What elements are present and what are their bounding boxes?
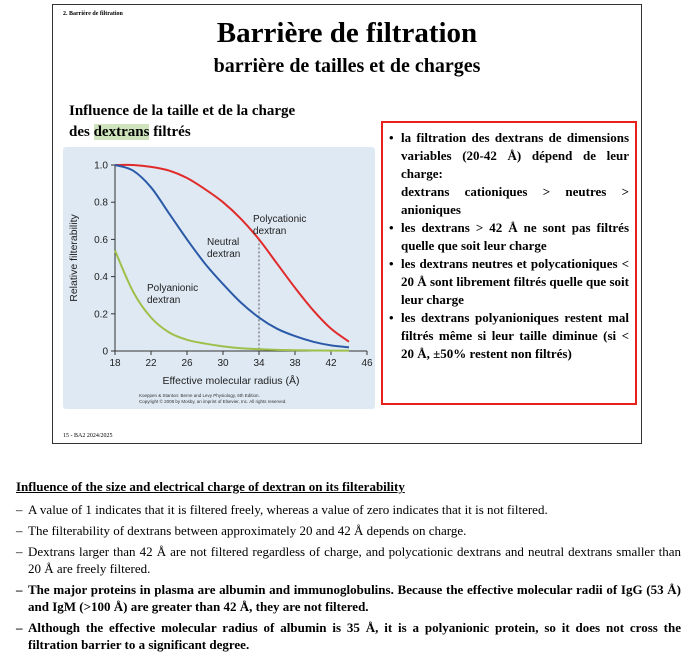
series-line-2 [114, 250, 350, 352]
dash-icon: – [16, 502, 23, 517]
slide-title: Barrière de filtration [216, 17, 478, 49]
series-annotation: Neutral [207, 237, 239, 248]
series-line-1 [114, 164, 350, 349]
y-tick-label: 0 [102, 347, 108, 358]
summary-item: les dextrans > 42 Å ne sont pas filtrés … [389, 219, 629, 255]
summary-item: les dextrans polyanioniques restent mal … [389, 309, 629, 363]
chart-credit-line2: Copyright © 2008 by Mosby, an imprint of… [139, 399, 287, 404]
dash-icon: – [16, 544, 23, 559]
slide-footer: 15 - BA2 2024/2025 [63, 433, 113, 439]
summary-item: les dextrans neutres et polycationiques … [389, 255, 629, 309]
y-tick-label: 0.2 [94, 309, 108, 320]
influence-highlight: dextrans [93, 124, 150, 140]
notes-item-text: A value of 1 indicates that it is filter… [28, 502, 548, 517]
summary-list: la filtration des dextrans de dimensions… [389, 129, 629, 363]
x-tick-label: 42 [325, 358, 337, 369]
influence-heading: Influence de la taille et de la charge d… [69, 101, 295, 143]
notes-item-text: Although the effective molecular radius … [28, 620, 681, 652]
dash-icon: – [16, 620, 23, 635]
x-tick-label: 30 [217, 358, 229, 369]
x-tick-label: 22 [145, 358, 157, 369]
summary-item-text: la filtration des dextrans de dimensions… [401, 130, 629, 181]
dash-icon: – [16, 523, 23, 538]
x-tick-label: 38 [289, 358, 301, 369]
notes-item-text: The filterability of dextrans between ap… [28, 523, 467, 538]
chart-credit: Koeppen & Stanton: Berne and Levy Physio… [139, 393, 319, 405]
x-tick-label: 26 [181, 358, 193, 369]
notes-item: – The major proteins in plasma are albumi… [16, 581, 681, 615]
chart-credit-line1: Koeppen & Stanton: Berne and Levy Physio… [139, 393, 260, 398]
summary-item-text: les dextrans polyanioniques restent mal … [401, 310, 629, 361]
summary-box: la filtration des dextrans de dimensions… [381, 121, 637, 405]
y-tick-label: 0.4 [94, 272, 108, 283]
notes-item: – A value of 1 indicates that it is filte… [16, 501, 681, 518]
influence-pre: des [69, 124, 94, 140]
slide-tag: 2. Barrière de filtration [63, 11, 123, 17]
x-tick-label: 34 [253, 358, 265, 369]
slide-subtitle: barrière de tailles et de charges [213, 55, 481, 77]
notes-item-text: Dextrans larger than 42 Å are not filter… [28, 544, 681, 576]
filterability-chart: 18 22 26 30 34 38 42 46 0 0.2 0.4 0.6 0.8 1.0 Effectiv… [63, 147, 375, 409]
dash-icon: – [16, 582, 23, 597]
notes-section: Influence of the size and electrical cha… [16, 478, 681, 657]
series-annotation: dextran [253, 226, 286, 237]
summary-item-sub: dextrans cationiques > neutres > anioniq… [401, 184, 629, 217]
series-line-0 [114, 163, 350, 343]
influence-line1: Influence de la taille et de la charge [69, 103, 296, 119]
summary-item-text: les dextrans > 42 Å ne sont pas filtrés … [401, 220, 629, 253]
influence-post: filtrés [149, 124, 191, 140]
series-annotation: dextran [207, 249, 240, 260]
y-tick-label: 0.8 [94, 198, 108, 209]
y-axis-label: Relative filterability [68, 213, 80, 301]
series-annotation: dextran [147, 295, 180, 306]
x-tick-label: 46 [361, 358, 373, 369]
y-tick-label: 1.0 [94, 161, 108, 172]
summary-item: la filtration des dextrans de dimensions… [389, 129, 629, 219]
chart-svg: 18 22 26 30 34 38 42 46 0 0.2 0.4 0.6 0.8 1.0 Effectiv… [68, 161, 373, 388]
summary-item-text: les dextrans neutres et polycationiques … [401, 256, 629, 307]
notes-item: – Dextrans larger than 42 Å are not filte… [16, 543, 681, 577]
series-annotation: Polyanionic [147, 283, 198, 294]
y-tick-label: 0.6 [94, 235, 108, 246]
notes-item: – Although the effective molecular radius… [16, 619, 681, 653]
series-annotation: Polycationic [253, 214, 306, 225]
x-axis-label: Effective molecular radius (Å) [163, 374, 300, 387]
notes-item-text: The major proteins in plasma are albumin… [28, 582, 681, 614]
x-tick-label: 18 [109, 358, 121, 369]
slide: 2. Barrière de filtration Barrière de fi… [52, 4, 642, 444]
notes-heading: Influence of the size and electrical cha… [16, 479, 405, 494]
notes-item: – The filterability of dextrans between a… [16, 522, 681, 539]
